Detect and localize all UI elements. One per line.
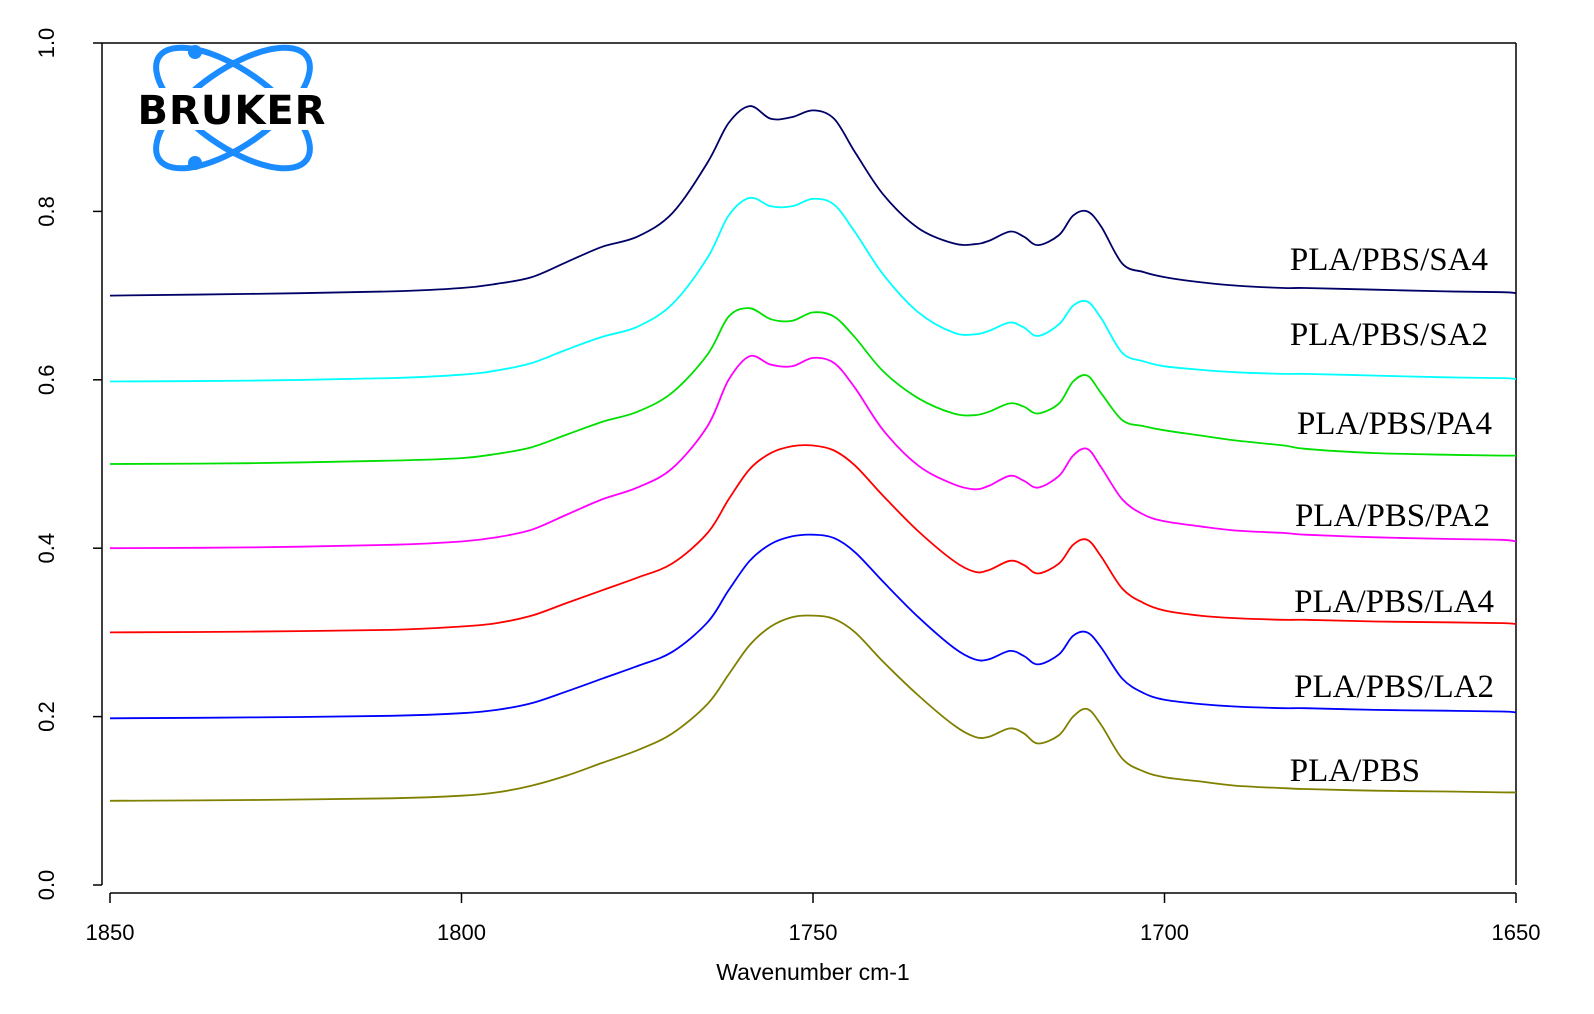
y-tick-label: 1.0 [34, 28, 59, 59]
logo-text: BRUKER [138, 88, 327, 134]
y-ticks: 0.0 0.2 0.4 0.6 0.8 1.0 [34, 28, 102, 901]
logo-orbit-2 [153, 44, 313, 172]
series-line-pla-pbs-sa4 [109, 105, 1517, 297]
x-tick-label: 1650 [1492, 920, 1541, 945]
series-group [109, 105, 1517, 802]
x-tick-label: 1850 [86, 920, 135, 945]
x-tick-label: 1700 [1140, 920, 1189, 945]
logo-dot-top [188, 45, 202, 59]
x-tick-label: 1800 [437, 920, 486, 945]
series-line-pla-pbs-la2 [109, 533, 1517, 720]
logo-dot-bottom [188, 156, 202, 170]
series-label: PLA/PBS/LA2 [1294, 669, 1494, 705]
series-label: PLA/PBS/PA4 [1297, 406, 1492, 442]
y-tick-label: 0.2 [34, 701, 59, 732]
logo-text-backdrop [113, 88, 351, 130]
series-line-pla-pbs [109, 614, 1517, 802]
x-tick-label: 1750 [789, 920, 838, 945]
x-axis-title: Wavenumber cm-1 [716, 959, 909, 985]
series-label: PLA/PBS/SA4 [1290, 242, 1488, 278]
series-label: PLA/PBS/SA2 [1290, 317, 1488, 353]
series-label: PLA/PBS [1290, 753, 1420, 789]
series-labels: PLA/PBS/SA4 PLA/PBS/SA2 PLA/PBS/PA4 PLA/PBS… [1290, 242, 1494, 789]
logo-orbit-1 [153, 44, 313, 172]
series-line-pla-pbs-la4 [109, 444, 1517, 634]
x-ticks: 1850 1800 1750 1700 1650 [86, 893, 1541, 945]
series-label: PLA/PBS/PA2 [1295, 498, 1490, 534]
y-tick-label: 0.4 [34, 533, 59, 564]
bruker-logo: BRUKER [113, 44, 351, 172]
series-line-pla-pbs-pa4 [109, 307, 1517, 465]
series-line-pla-pbs-sa2 [109, 196, 1517, 383]
y-tick-label: 0.8 [34, 196, 59, 227]
series-label: PLA/PBS/LA4 [1294, 584, 1494, 620]
y-tick-label: 0.6 [34, 365, 59, 396]
y-tick-label: 0.0 [34, 870, 59, 901]
series-line-pla-pbs-pa2 [109, 354, 1517, 550]
